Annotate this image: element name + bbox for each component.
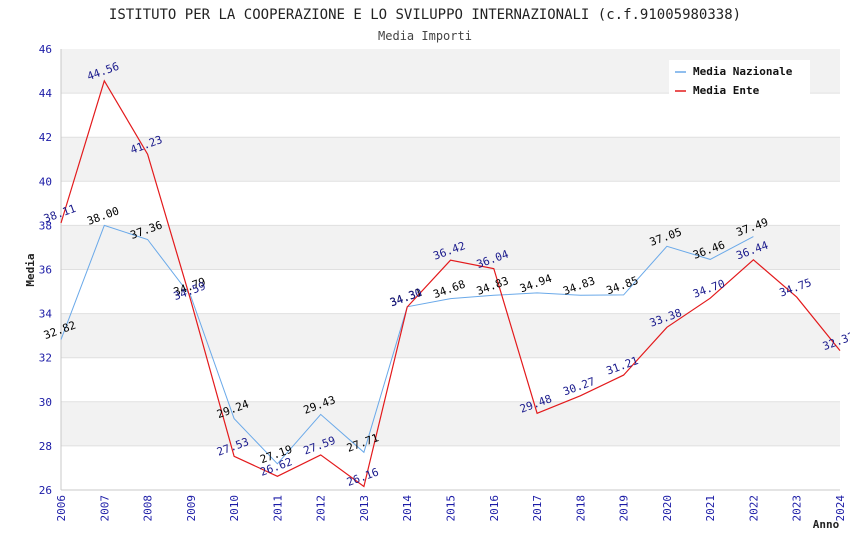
y-tick-label: 32	[39, 352, 52, 365]
x-tick-label: 2019	[618, 495, 631, 522]
x-tick-label: 2021	[704, 495, 717, 522]
y-tick-labels: 26 28 30 32 34 36 38 40 42 44 46	[39, 43, 53, 497]
grid-band	[61, 313, 840, 358]
x-tick-label: 2007	[98, 495, 111, 522]
grid-band	[61, 445, 840, 490]
chart-title: ISTITUTO PER LA COOPERAZIONE E LO SVILUP…	[109, 7, 741, 23]
y-tick-label: 42	[39, 131, 52, 144]
x-tick-label: 2009	[185, 495, 198, 522]
legend-box	[669, 60, 810, 99]
grid-band	[61, 357, 840, 402]
y-axis-label: Media	[24, 253, 37, 286]
y-tick-label: 34	[39, 308, 53, 321]
x-tick-label: 2017	[531, 495, 544, 522]
series-lines	[60, 79, 841, 488]
x-tick-label: 2024	[834, 495, 847, 522]
x-tick-label: 2016	[488, 495, 501, 522]
x-tick-label: 2015	[445, 495, 458, 522]
y-tick-label: 46	[39, 43, 52, 56]
legend-label-ente: Media Ente	[693, 84, 760, 97]
x-tick-label: 2006	[55, 495, 68, 522]
y-tick-label: 26	[39, 484, 52, 497]
grid-band	[61, 225, 840, 270]
grid-band	[61, 401, 840, 446]
grid-band	[61, 181, 840, 226]
y-tick-label: 38	[39, 219, 52, 232]
x-tick-label: 2011	[271, 495, 284, 522]
x-tick-labels: 2006 2007 2008 2009 2010 2011 2012 2013 2014 2015…	[55, 495, 847, 522]
x-tick-label: 2020	[661, 495, 674, 522]
x-tick-label: 2023	[791, 495, 804, 522]
series-line	[60, 79, 841, 488]
y-tick-label: 30	[39, 396, 52, 409]
y-tick-label: 40	[39, 175, 52, 188]
y-tick-label: 36	[39, 264, 52, 277]
x-tick-label: 2013	[358, 495, 371, 522]
x-tick-label: 2014	[401, 495, 414, 522]
legend: Media Nazionale Media Ente	[669, 60, 810, 99]
grid-band	[61, 137, 840, 182]
x-axis-label: Anno	[813, 518, 840, 531]
y-tick-label: 28	[39, 440, 52, 453]
grid-bands	[61, 49, 840, 491]
legend-label-nazionale: Media Nazionale	[693, 65, 793, 78]
chart-subtitle: Media Importi	[378, 29, 472, 43]
x-tick-label: 2022	[747, 495, 760, 522]
x-tick-label: 2010	[228, 495, 241, 522]
grid-band	[61, 93, 840, 138]
x-tick-label: 2018	[574, 495, 587, 522]
x-tick-label: 2008	[142, 495, 155, 522]
y-tick-label: 44	[39, 87, 53, 100]
axes	[60, 49, 840, 491]
grid-band	[61, 269, 840, 314]
x-tick-label: 2012	[315, 495, 328, 522]
